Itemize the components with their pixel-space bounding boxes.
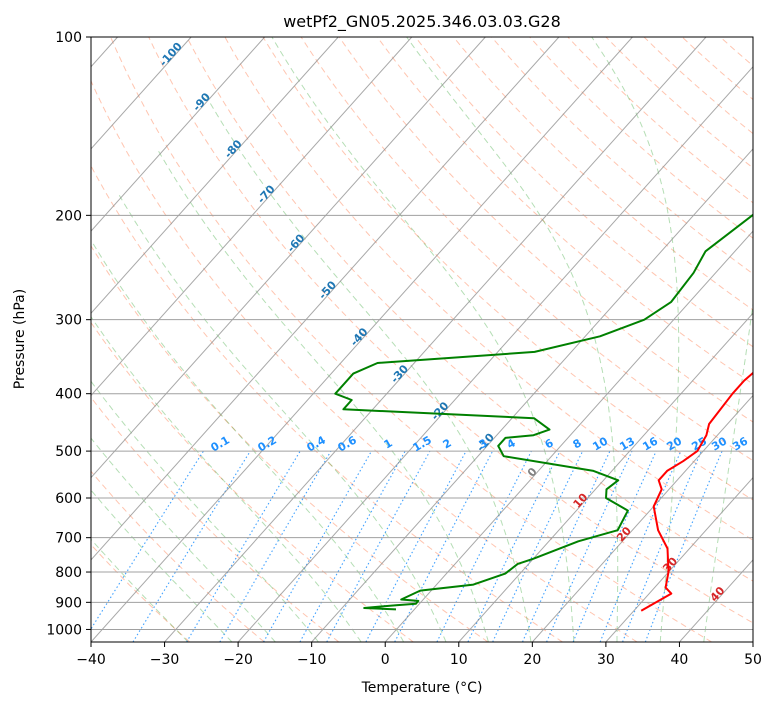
mixing-ratio-line: [326, 450, 431, 642]
dry-adiabat-line: [148, 37, 753, 624]
sounding-profiles: [334, 213, 753, 612]
mixing-ratio-line: [546, 450, 633, 642]
mixing-ratio-line: [572, 450, 657, 642]
x-tick-label: 0: [381, 652, 390, 668]
moist-adiabat-line: [91, 489, 233, 642]
isotherm-line: [91, 37, 413, 397]
x-tick-label: 40: [671, 652, 689, 668]
dry-adiabat-line: [91, 244, 489, 642]
moist-adiabat-line: [91, 538, 189, 642]
dry-adiabat-line: [91, 396, 340, 642]
dewpoint-profile-line: [334, 213, 753, 611]
isotherm-line: [605, 476, 753, 642]
isotherm-line: [91, 37, 266, 232]
moist-adiabat-line: [91, 315, 362, 642]
moist-adiabat-line: [703, 300, 753, 642]
y-tick-label: 1000: [46, 622, 82, 638]
background-lines: [91, 37, 753, 642]
x-tick-label: 30: [597, 652, 615, 668]
isotherm-line: [164, 37, 707, 642]
mixing-ratio-line: [91, 450, 204, 630]
isotherm-line: [237, 65, 753, 642]
y-tick-label: 800: [55, 565, 82, 581]
x-tick-label: 10: [450, 652, 468, 668]
moist-adiabat-line: [204, 94, 532, 642]
moist-adiabat-line: [406, 37, 619, 642]
isotherm-line: [91, 37, 633, 642]
y-tick-label: 300: [55, 313, 82, 329]
y-tick-label: 400: [55, 387, 82, 403]
dry-adiabat-line: [415, 37, 753, 348]
chart-title: wetPf2_GN05.2025.346.03.03.G28: [283, 12, 561, 32]
mixing-ratio-line: [299, 450, 406, 642]
y-tick-label: 200: [55, 208, 82, 224]
isotherm-line: [91, 37, 339, 315]
dry-adiabat-line: [91, 470, 265, 642]
isotherm-line: [531, 394, 753, 642]
dry-adiabat-line: [91, 543, 191, 642]
isotherm-line: [384, 230, 753, 642]
temperature-profile-line: [640, 371, 753, 612]
y-tick-label: 900: [55, 595, 82, 611]
mixing-ratio-line: [622, 450, 702, 642]
y-tick-label: 600: [55, 491, 82, 507]
x-tick-label: −10: [297, 652, 327, 668]
x-tick-label: 50: [744, 652, 762, 668]
isotherm-line: [91, 37, 560, 561]
isotherm-line: [458, 312, 753, 642]
mixing-ratio-line: [599, 450, 682, 642]
x-tick-label: 20: [523, 652, 541, 668]
moist-adiabat-line: [271, 37, 575, 642]
x-tick-label: −30: [150, 652, 180, 668]
y-tick-label: 100: [55, 30, 82, 46]
moist-adiabat-line: [118, 195, 447, 642]
moist-adiabat-line: [91, 437, 276, 642]
y-axis-label: Pressure (hPa): [12, 289, 28, 389]
axes: −40 −30 −20 −10 0 10 20 30 40 50 100 200 300 400 500 60…: [46, 30, 762, 668]
mixing-ratio-line: [436, 450, 532, 642]
x-tick-label: −20: [223, 652, 253, 668]
plot-frame: [90, 36, 754, 643]
dry-adiabat-line: [453, 37, 753, 311]
y-tick-label: 500: [55, 444, 82, 460]
moist-adiabat-line: [91, 239, 405, 642]
mixing-ratio-line: [644, 450, 723, 642]
dry-adiabat-line: [91, 164, 563, 642]
isotherm-line: [91, 37, 192, 150]
x-tick-label: −40: [76, 652, 106, 668]
mixing-ratio-line: [263, 450, 372, 642]
x-axis-label: Temperature (°C): [361, 680, 483, 696]
moist-adiabat-line: [591, 37, 680, 642]
isotherm-line: [91, 37, 486, 479]
y-tick-label: 700: [55, 531, 82, 547]
